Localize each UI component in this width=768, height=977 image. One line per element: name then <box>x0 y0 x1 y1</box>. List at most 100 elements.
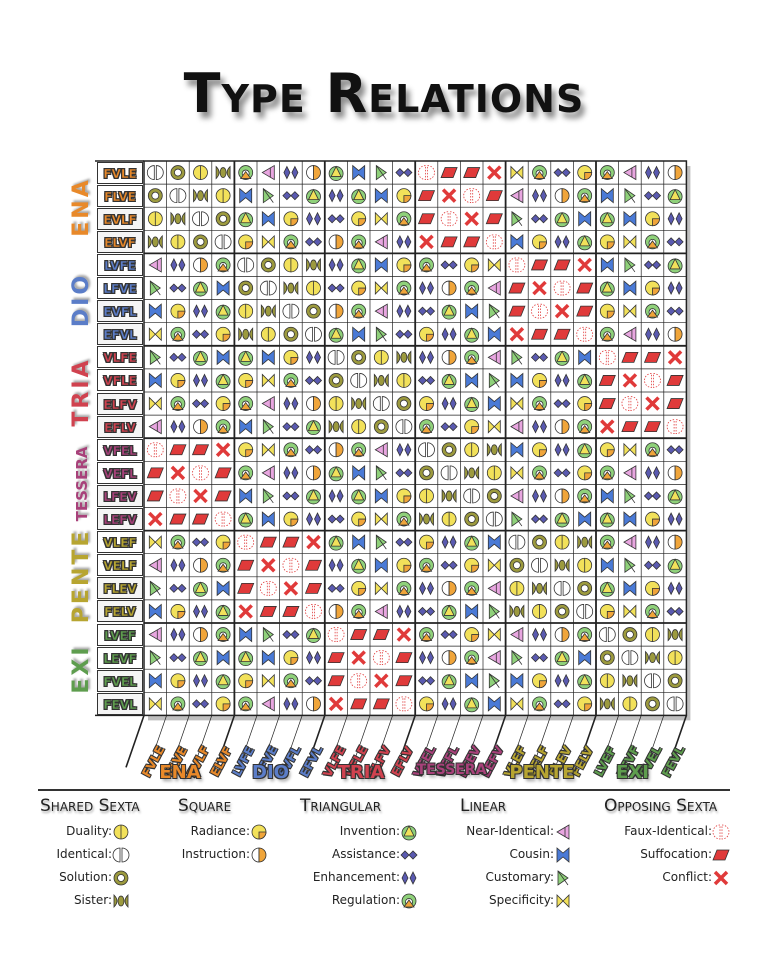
matrix-cell-enhancement-icon <box>283 396 299 411</box>
matrix-cell-invention-icon <box>554 350 570 366</box>
matrix-cell-near-identical-icon <box>623 164 637 181</box>
matrix-cell-faux-identical-icon <box>463 188 481 204</box>
matrix-cell-radiance-icon <box>238 442 254 458</box>
legend-item-label: Specificity: <box>488 893 554 907</box>
matrix-cell-cousin-icon <box>374 488 388 504</box>
matrix-cell-cousin-icon <box>148 303 162 320</box>
matrix-cell-invention-icon <box>667 558 683 574</box>
matrix-cell-assistance-icon <box>643 491 662 501</box>
matrix-cell-sister-icon <box>260 304 276 319</box>
legend-item-label: Suffocation: <box>640 847 712 861</box>
matrix-cell-regulation-icon <box>170 396 186 411</box>
matrix-cell-suffocation-icon <box>530 328 549 340</box>
matrix-cell-radiance-icon <box>215 326 231 342</box>
identical-icon <box>112 847 130 862</box>
matrix-cell-radiance-icon <box>215 534 231 550</box>
matrix-cell-assistance-icon <box>282 629 300 640</box>
matrix-cell-solution-icon <box>532 534 547 550</box>
matrix-cell-solution-icon <box>193 234 208 250</box>
matrix-cell-duality-icon <box>622 696 638 712</box>
matrix-cell-duality-icon <box>645 627 660 642</box>
matrix-cell-cousin-icon <box>352 534 366 551</box>
matrix-cell-solution-icon <box>577 580 593 596</box>
matrix-cell-invention-icon <box>441 304 457 320</box>
matrix-cell-customary-icon <box>624 257 636 273</box>
matrix-cell-suffocation-icon <box>372 629 390 640</box>
invention-icon <box>401 824 417 840</box>
matrix-cell-sister-icon <box>577 535 593 550</box>
matrix-cell-assistance-icon <box>282 422 300 432</box>
matrix-cell-enhancement-icon <box>328 258 344 272</box>
matrix-cell-regulation-icon <box>419 627 434 642</box>
legend-item-label: Sister: <box>73 893 112 907</box>
matrix-cell-conflict-icon <box>532 280 547 296</box>
matrix-cell-solution-icon <box>667 673 683 689</box>
matrix-cell-enhancement-icon <box>170 258 186 272</box>
legend-item-label: Instruction: <box>181 847 250 861</box>
matrix-cell-cousin-icon <box>623 210 637 227</box>
matrix-cell-identical-icon <box>372 396 390 411</box>
matrix-cell-assistance-icon <box>191 699 210 709</box>
matrix-cell-conflict-icon <box>667 350 683 365</box>
matrix-cell-specificity-icon <box>261 673 275 688</box>
matrix-cell-solution-icon <box>215 211 231 227</box>
matrix-cell-specificity-icon <box>261 373 275 388</box>
matrix-cell-suffocation-icon <box>282 536 300 548</box>
matrix-cell-identical-icon <box>418 442 435 458</box>
matrix-cell-assistance-icon <box>417 375 436 386</box>
matrix-cell-enhancement-icon <box>328 558 344 573</box>
matrix-cell-cousin-icon <box>261 349 275 366</box>
matrix-cell-cousin-icon <box>623 580 637 597</box>
matrix-cell-assistance-icon <box>282 191 300 201</box>
matrix-cell-suffocation-icon <box>395 675 413 687</box>
matrix-cell-identical-icon <box>576 604 594 619</box>
matrix-cell-customary-icon <box>511 511 523 527</box>
column-group-label-tria: TRIA <box>337 762 385 783</box>
matrix-cell-instruction-icon <box>306 696 321 712</box>
matrix-cell-duality-icon <box>577 557 593 573</box>
matrix-cell-solution-icon <box>645 696 660 712</box>
matrix-cell-solution-icon <box>260 257 276 273</box>
matrix-cell-radiance-icon <box>464 419 480 435</box>
matrix-cell-enhancement-icon <box>667 281 683 295</box>
matrix-cell-enhancement-icon <box>532 188 547 203</box>
matrix-cell-invention-icon <box>599 512 615 528</box>
matrix-cell-instruction-icon <box>667 326 683 342</box>
matrix-cell-faux-identical-icon <box>440 211 458 227</box>
matrix-cell-solution-icon <box>599 650 615 666</box>
matrix-cell-solution-icon <box>306 303 321 319</box>
matrix-cell-suffocation-icon <box>508 305 526 317</box>
matrix-cell-near-identical-icon <box>148 557 162 573</box>
row-label-flev: FLEV <box>97 577 143 600</box>
matrix-cell-faux-identical-icon <box>350 673 368 689</box>
matrix-cell-enhancement-icon <box>441 535 457 550</box>
matrix-cell-regulation-icon <box>283 673 299 689</box>
matrix-cell-specificity-icon <box>261 234 275 249</box>
matrix-cell-regulation-icon <box>215 257 231 273</box>
matrix-cell-cousin-icon <box>374 557 388 574</box>
matrix-cell-cousin-icon <box>261 649 275 666</box>
matrix-cell-cousin-icon <box>623 280 637 296</box>
legend-divider <box>38 789 730 791</box>
matrix-cell-near-identical-icon <box>148 626 162 643</box>
matrix-cell-solution-icon <box>396 396 412 411</box>
row-label-flve: FLVE <box>97 184 143 207</box>
matrix-cell-enhancement-icon <box>306 211 321 226</box>
matrix-cell-suffocation-icon <box>440 236 458 248</box>
group-label-exi: EXI <box>68 644 94 694</box>
matrix-cell-specificity-icon <box>148 696 162 711</box>
matrix-cell-identical-icon <box>214 234 232 250</box>
group-label-dio: DIO <box>68 272 94 327</box>
matrix-cell-instruction-icon <box>193 419 208 435</box>
matrix-cell-instruction-icon <box>328 303 344 319</box>
matrix-cell-cousin-icon <box>487 695 501 712</box>
matrix-cell-instruction-icon <box>306 465 321 481</box>
matrix-cell-specificity-icon <box>148 535 162 550</box>
solution-icon <box>113 870 129 885</box>
matrix-cell-assistance-icon <box>643 191 662 201</box>
matrix-cell-cousin-icon <box>465 672 479 689</box>
matrix-cell-radiance-icon <box>645 280 660 296</box>
matrix-cell-regulation-icon <box>599 534 615 550</box>
matrix-cell-conflict-icon <box>577 257 592 273</box>
matrix-cell-regulation-icon <box>396 511 412 527</box>
